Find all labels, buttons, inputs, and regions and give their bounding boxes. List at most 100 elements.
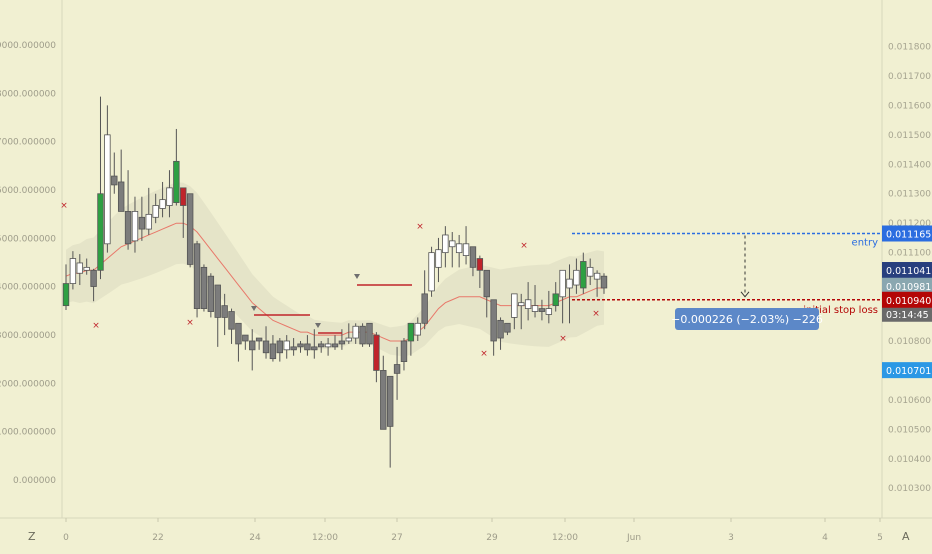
candle[interactable] (83, 258, 90, 275)
candle[interactable] (145, 187, 152, 235)
candle[interactable] (531, 285, 539, 318)
candle[interactable] (490, 299, 497, 356)
candle-body (531, 305, 539, 312)
candle[interactable] (242, 334, 249, 350)
candle[interactable] (318, 340, 325, 353)
candle-body (345, 337, 352, 342)
candle[interactable] (600, 273, 608, 294)
candle[interactable] (400, 338, 408, 371)
candle[interactable] (386, 375, 394, 468)
candle-body (490, 299, 497, 342)
candle[interactable] (359, 323, 366, 347)
candle[interactable] (180, 187, 187, 238)
candle[interactable] (214, 284, 221, 347)
time-tick-label: 12:00 (552, 533, 578, 543)
candle[interactable] (97, 96, 104, 280)
candle[interactable] (373, 332, 380, 383)
candles[interactable] (62, 96, 608, 468)
candle[interactable] (483, 269, 490, 318)
candle[interactable] (124, 170, 132, 250)
candle[interactable] (193, 240, 201, 318)
candle[interactable] (117, 149, 125, 212)
candle[interactable] (90, 268, 97, 302)
candle[interactable] (324, 338, 332, 356)
left-tick-label: 2000.000000 (0, 379, 56, 389)
left-tick-label: 3000.000000 (0, 331, 56, 341)
candle[interactable] (131, 196, 139, 253)
candle[interactable] (138, 196, 146, 241)
candle[interactable] (538, 299, 546, 321)
candle[interactable] (545, 290, 553, 324)
candle[interactable] (249, 329, 256, 371)
candle[interactable] (393, 346, 401, 400)
candle[interactable] (407, 322, 415, 356)
trade-levels[interactable]: entry initial stop loss−0.000226 (−2.03%)… (572, 232, 882, 330)
candle[interactable] (283, 335, 290, 359)
candle[interactable] (297, 340, 304, 353)
candle[interactable] (511, 293, 518, 330)
candle[interactable] (173, 128, 180, 206)
candle[interactable] (304, 335, 311, 356)
candle[interactable] (497, 317, 504, 350)
candle[interactable] (566, 264, 573, 324)
candle-body (76, 262, 83, 274)
candle[interactable] (559, 269, 566, 324)
candle[interactable] (476, 255, 484, 288)
candle[interactable] (504, 322, 511, 336)
candle[interactable] (166, 170, 173, 218)
candle[interactable] (235, 322, 242, 362)
candle[interactable] (435, 237, 442, 283)
candle[interactable] (455, 234, 463, 268)
candle-body (297, 343, 304, 348)
candle[interactable] (421, 270, 428, 330)
candle[interactable] (69, 251, 77, 290)
candle[interactable] (159, 181, 166, 218)
candle[interactable] (152, 193, 159, 224)
candle[interactable] (290, 338, 297, 356)
candle-body (414, 322, 421, 336)
candle-body (166, 187, 173, 206)
auto-scale-button[interactable]: A (902, 530, 910, 543)
signal-markers: × × × × × × × × (60, 201, 600, 359)
candle[interactable] (221, 293, 228, 336)
candle-body (186, 193, 194, 265)
candle[interactable] (276, 338, 284, 362)
candle[interactable] (524, 282, 532, 321)
candle[interactable] (552, 282, 559, 312)
candle[interactable] (186, 193, 194, 268)
candle[interactable] (345, 323, 352, 344)
candle[interactable] (380, 355, 387, 430)
candle[interactable] (518, 293, 525, 330)
candle[interactable] (428, 246, 435, 297)
candle[interactable] (104, 105, 111, 253)
candle[interactable] (366, 322, 373, 347)
candle[interactable] (442, 226, 449, 268)
candle[interactable] (593, 270, 601, 297)
candle[interactable] (587, 258, 594, 286)
right-tick-label: 0.011400 (888, 160, 931, 170)
candle[interactable] (262, 326, 270, 359)
candle[interactable] (414, 317, 421, 341)
candle[interactable] (449, 232, 456, 268)
candle[interactable] (111, 152, 118, 194)
candle[interactable] (580, 252, 587, 294)
left-tick-label: 1000.000000 (0, 428, 56, 438)
left-tick-label: 6000.000000 (0, 186, 56, 196)
time-axis[interactable]: 0 22 24 12:00 27 29 12:00 Jun 3 4 5 (63, 518, 883, 543)
timezone-button[interactable]: Z (28, 530, 36, 543)
candle[interactable] (207, 273, 215, 318)
candle[interactable] (62, 264, 70, 311)
candle[interactable] (352, 323, 359, 344)
candle[interactable] (573, 258, 580, 294)
candle[interactable] (311, 329, 318, 359)
candle[interactable] (269, 335, 277, 362)
candle[interactable] (228, 308, 235, 344)
candle-body (131, 211, 139, 242)
candle[interactable] (469, 246, 477, 277)
candle[interactable] (76, 254, 83, 286)
candle[interactable] (331, 335, 339, 350)
candle[interactable] (200, 264, 208, 312)
candle[interactable] (255, 337, 263, 350)
candle[interactable] (462, 226, 470, 265)
